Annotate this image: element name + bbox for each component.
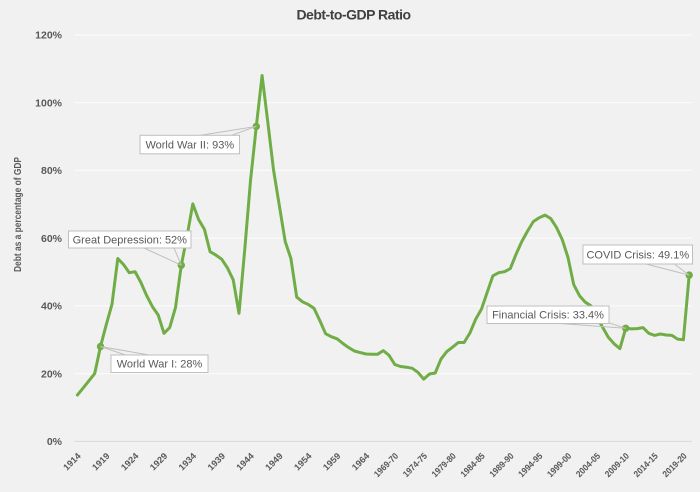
svg-text:Debt as a percentage of GDP: Debt as a percentage of GDP [13, 157, 24, 272]
svg-text:120%: 120% [35, 30, 63, 42]
svg-text:COVID Crisis: 49.1%: COVID Crisis: 49.1% [586, 249, 689, 261]
svg-text:Debt-to-GDP Ratio: Debt-to-GDP Ratio [296, 7, 410, 23]
svg-text:20%: 20% [41, 368, 63, 380]
svg-text:60%: 60% [41, 233, 63, 245]
svg-text:80%: 80% [41, 165, 63, 177]
svg-text:World War II: 93%: World War II: 93% [145, 140, 234, 152]
svg-text:40%: 40% [41, 301, 63, 313]
svg-text:Financial Crisis: 33.4%: Financial Crisis: 33.4% [492, 310, 604, 322]
svg-text:Great Depression: 52%: Great Depression: 52% [73, 234, 188, 246]
svg-text:100%: 100% [35, 97, 63, 109]
svg-text:0%: 0% [47, 436, 63, 448]
svg-text:World War I: 28%: World War I: 28% [117, 359, 203, 371]
